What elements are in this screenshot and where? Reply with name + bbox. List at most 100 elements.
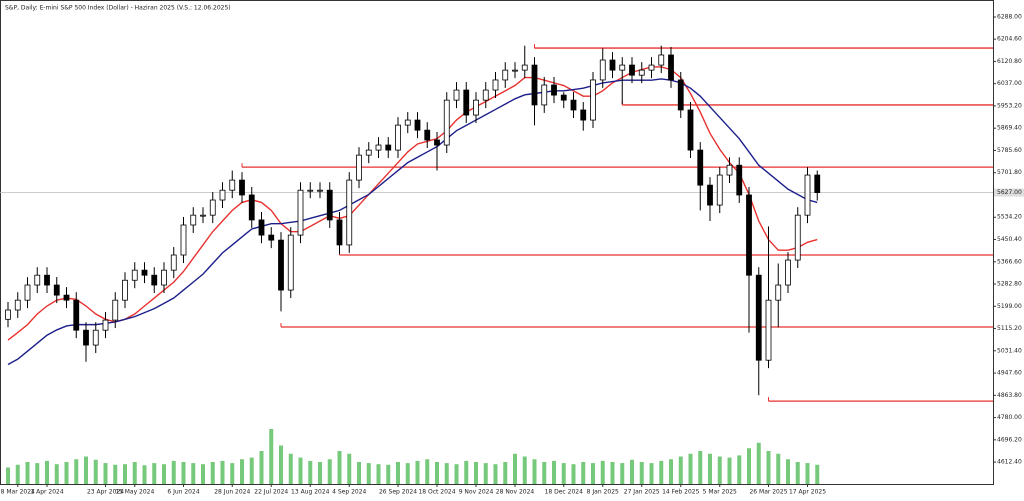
volume-bar [766,451,771,484]
volume-bar [405,463,410,484]
volume-bar [483,463,488,484]
candle-body [551,84,557,96]
candle-body [590,79,596,121]
volume-bar [493,464,498,484]
volume-bar [347,453,352,484]
candle-body [599,59,606,81]
last-price-box [994,188,1024,197]
volume-bar [259,451,264,484]
candle-body [814,174,821,193]
candle-body [697,149,704,186]
volume-bar [737,455,742,484]
volume-bar [415,460,420,484]
candle-body [473,99,479,116]
candle-body [375,144,382,151]
y-tick-label: 5534.20 [997,214,1022,221]
candle-body [502,69,509,81]
volume-bar [630,459,634,484]
candle-body [219,189,226,201]
candle-body [92,329,99,346]
volume-bar [269,429,274,484]
volume-bar [474,462,478,484]
candle-body [248,194,255,221]
candle-body [609,59,616,71]
candle-body [648,64,655,71]
x-tick-label: 6 Jun 2024 [167,489,199,496]
volume-bar [45,460,49,484]
candle-body [443,99,450,146]
y-tick-label: 4863.80 [997,392,1022,399]
candle-body [580,109,587,121]
volume-bar [659,460,664,484]
y-tick-label: 5869.40 [997,125,1022,132]
x-tick-label: 22 Jul 2024 [254,489,288,496]
volume-bar [503,462,508,484]
x-tick-label: 27 Jan 2025 [624,489,660,496]
x-tick-label: 28 Nov 2024 [496,489,535,496]
volume-bar [288,453,293,484]
candle-body [14,299,21,311]
candle-body [512,69,518,72]
y-tick-label: 5701.80 [997,169,1022,176]
volume-bar [103,463,108,484]
candle-body [258,219,265,236]
y-tick-label: 4696.20 [997,436,1022,443]
volume-bar [786,459,790,484]
volume-bar [454,464,459,484]
x-tick-label: 14 Feb 2025 [662,489,700,496]
x-tick-label: 8 Jan 2025 [587,489,619,496]
candle-body [141,269,148,276]
volume-bar [571,464,576,484]
volume-bar [795,462,800,484]
candle-body [804,174,811,216]
candle-body [765,299,772,361]
last-price-label: 5627.00 [997,189,1022,196]
candle-body [297,189,304,236]
volume-bar [191,463,196,484]
volume-bar [84,456,88,484]
volume-bar [805,463,810,484]
y-tick-label: 4612.40 [997,459,1022,466]
volume-bar [230,463,235,484]
volume-bar [35,463,40,484]
volume-bar [171,460,176,484]
volume-bar [327,459,332,484]
y-tick-label: 5366.60 [997,258,1022,265]
x-tick-label: 17 Apr 2025 [789,489,826,496]
candle-body [775,284,782,301]
volume-bar [444,463,449,484]
volume-bar [581,462,586,484]
volume-bar [513,453,517,484]
volume-bar [561,463,566,484]
volume-bar [688,453,693,484]
candle-body [326,189,333,221]
candle-body [668,54,674,81]
candle-body [229,179,236,191]
volume-bar [240,459,244,484]
volume-bar [6,467,10,484]
volume-bar [542,462,547,484]
x-tick-label: 26 Sep 2024 [379,489,417,496]
candle-body [83,329,89,346]
candle-body [161,269,167,286]
volume-bar [776,453,781,484]
volume-bar [600,460,605,484]
y-tick-label: 4947.60 [997,370,1022,377]
volume-bar [15,464,20,484]
candle-body [307,189,314,192]
candle-body [24,284,31,301]
y-tick-label: 6120.80 [997,58,1022,65]
volume-bar [610,462,615,484]
volume-bar [708,453,712,484]
candle-body [102,319,109,331]
candle-body [716,174,723,206]
candle-body [317,189,323,192]
volume-bar [210,462,215,484]
x-tick-label: 15 May 2024 [115,489,154,496]
candle-body [638,69,645,76]
y-tick-label: 5785.60 [997,147,1022,154]
candle-body [677,79,684,111]
candle-body [619,64,626,71]
